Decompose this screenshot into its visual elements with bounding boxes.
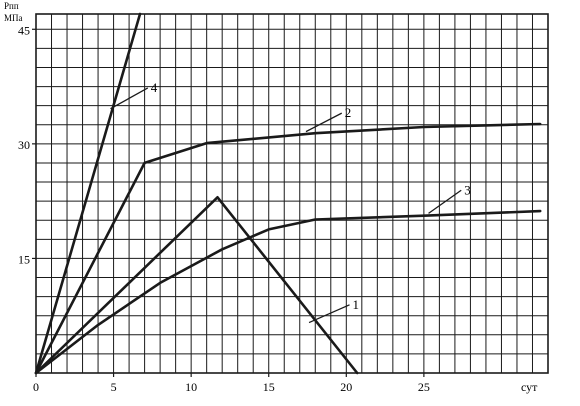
y-tick-label: 30 bbox=[18, 138, 30, 152]
x-tick-label: 10 bbox=[185, 380, 197, 394]
x-tick-label: 25 bbox=[418, 380, 430, 394]
series-2-line bbox=[34, 122, 542, 375]
x-tick-label: 0 bbox=[33, 380, 39, 394]
series-3-line bbox=[34, 209, 542, 375]
labels: Pпп МПа сут 0 5 10 15 20 25 15 30 45 1 2 3 4 bbox=[4, 1, 538, 394]
y-axis-title-line1: Pпп bbox=[4, 1, 19, 11]
x-tick-label: 15 bbox=[263, 380, 275, 394]
series-2-leader bbox=[305, 112, 343, 133]
y-tick-label: 45 bbox=[18, 23, 30, 37]
plot-frame bbox=[35, 13, 549, 374]
series-2-label: 2 bbox=[345, 105, 352, 120]
x-tick-label: 20 bbox=[340, 380, 352, 394]
series-4-line bbox=[34, 12, 142, 375]
series-4-leader bbox=[110, 87, 149, 110]
series-lines bbox=[34, 12, 542, 375]
grid bbox=[36, 14, 548, 373]
series-1-leader bbox=[308, 304, 350, 324]
axes bbox=[32, 13, 549, 377]
y-axis-title-line2: МПа bbox=[4, 13, 23, 23]
series-3-leader bbox=[428, 189, 462, 214]
series-1-label: 1 bbox=[353, 297, 360, 312]
series-3-label: 3 bbox=[464, 182, 471, 197]
series-leaders bbox=[110, 87, 462, 324]
series-1-line bbox=[34, 196, 359, 375]
y-tick-label: 15 bbox=[18, 252, 30, 266]
x-axis-title: сут bbox=[521, 380, 538, 394]
series-4-label: 4 bbox=[151, 80, 158, 95]
x-tick-label: 5 bbox=[111, 380, 117, 394]
